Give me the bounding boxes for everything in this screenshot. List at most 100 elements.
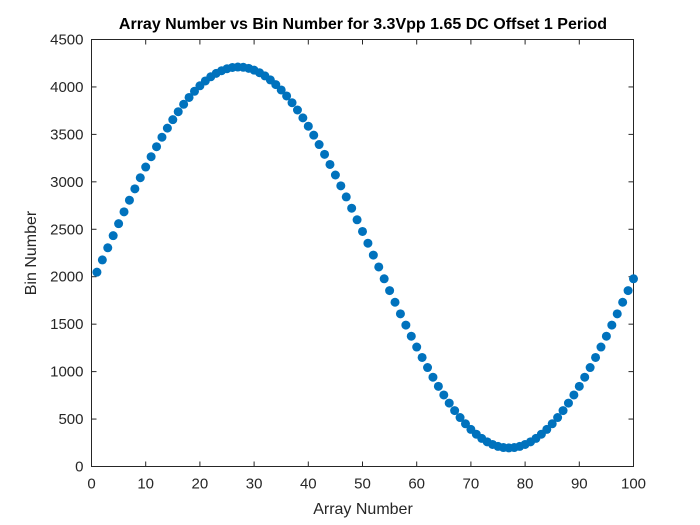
x-tick-label: 10 [137, 476, 154, 493]
chart-title: Array Number vs Bin Number for 3.3Vpp 1.… [119, 16, 607, 33]
data-point [146, 152, 156, 162]
data-point [103, 243, 113, 253]
data-point [336, 181, 346, 191]
data-point [601, 331, 611, 341]
data-point [585, 363, 595, 373]
data-point [114, 219, 124, 229]
data-point [547, 419, 557, 429]
y-tick-label: 2500 [50, 221, 83, 238]
data-point [607, 320, 617, 330]
y-tick-label: 3500 [50, 126, 83, 143]
data-point [542, 424, 552, 434]
x-tick-label: 70 [463, 476, 480, 493]
data-point [189, 86, 199, 96]
data-point [460, 419, 470, 429]
data-point [162, 123, 172, 133]
data-point [152, 142, 162, 152]
data-point [184, 92, 194, 102]
x-axis-label: Array Number [313, 501, 413, 518]
y-tick-label: 1500 [50, 316, 83, 333]
data-point [618, 297, 628, 307]
data-point [135, 173, 145, 183]
data-point [119, 207, 129, 217]
data-point [363, 238, 373, 248]
data-point [385, 286, 395, 296]
y-tick-label: 2000 [50, 269, 83, 286]
data-point [108, 231, 118, 241]
data-point [130, 184, 140, 194]
data-point [574, 381, 584, 391]
data-point [330, 170, 340, 180]
data-point [444, 398, 454, 408]
data-point [352, 215, 362, 225]
data-point [309, 130, 319, 140]
data-point [124, 195, 134, 205]
data-point [390, 297, 400, 307]
x-tick-label: 100 [621, 476, 646, 493]
y-tick-label: 3000 [50, 174, 83, 191]
data-point [629, 274, 638, 284]
x-tick-label: 30 [246, 476, 263, 493]
x-tick-label: 60 [408, 476, 425, 493]
x-tick-label: 80 [517, 476, 534, 493]
data-point [341, 192, 351, 202]
x-tick-label: 50 [354, 476, 371, 493]
data-point [179, 99, 189, 109]
x-tick-label: 20 [192, 476, 209, 493]
data-point [287, 98, 297, 108]
data-point [325, 159, 335, 169]
data-point [282, 91, 292, 101]
data-point [97, 255, 107, 265]
y-tick-label: 500 [58, 411, 83, 428]
data-point [401, 320, 411, 330]
data-point [320, 149, 330, 159]
y-axis: 0 500 1000 1500 2000 2500 3000 3500 4000 4500 [50, 32, 634, 476]
data-point [417, 352, 427, 362]
data-point [141, 162, 151, 172]
data-point [563, 398, 573, 408]
data-point [379, 274, 389, 284]
data-point [276, 85, 286, 95]
data-point [596, 342, 606, 352]
data-point [406, 331, 416, 341]
data-point [314, 140, 324, 150]
data-point [433, 381, 443, 391]
data-point [368, 250, 378, 260]
data-point [623, 286, 633, 296]
data-point [298, 113, 308, 123]
data-point [92, 267, 102, 277]
x-tick-label: 40 [300, 476, 317, 493]
data-point [423, 363, 433, 373]
y-tick-label: 4500 [50, 32, 83, 49]
data-point [358, 226, 367, 236]
y-tick-label: 4000 [50, 79, 83, 96]
data-point [157, 132, 167, 142]
data-point [292, 105, 302, 115]
y-axis-label: Bin Number [23, 210, 40, 295]
data-point [303, 121, 313, 131]
y-tick-label: 1000 [50, 364, 83, 381]
data-point [173, 107, 183, 117]
data-point [439, 390, 449, 400]
data-point [612, 309, 622, 319]
data-point [553, 413, 563, 423]
data-point [428, 372, 438, 382]
data-point [569, 390, 579, 400]
data-point [412, 342, 422, 352]
data-points [92, 62, 638, 453]
data-point [168, 115, 178, 125]
data-point [395, 309, 405, 319]
data-point [591, 352, 601, 362]
data-point [450, 406, 460, 416]
data-point [558, 406, 568, 416]
y-tick-label: 0 [75, 459, 83, 476]
x-tick-label: 90 [571, 476, 588, 493]
data-point [580, 372, 590, 382]
data-point [374, 262, 384, 272]
data-point [455, 413, 465, 423]
x-axis: 0 10 20 30 40 50 60 70 80 90 100 [87, 39, 646, 493]
data-point [347, 203, 357, 213]
x-tick-label: 0 [87, 476, 95, 493]
